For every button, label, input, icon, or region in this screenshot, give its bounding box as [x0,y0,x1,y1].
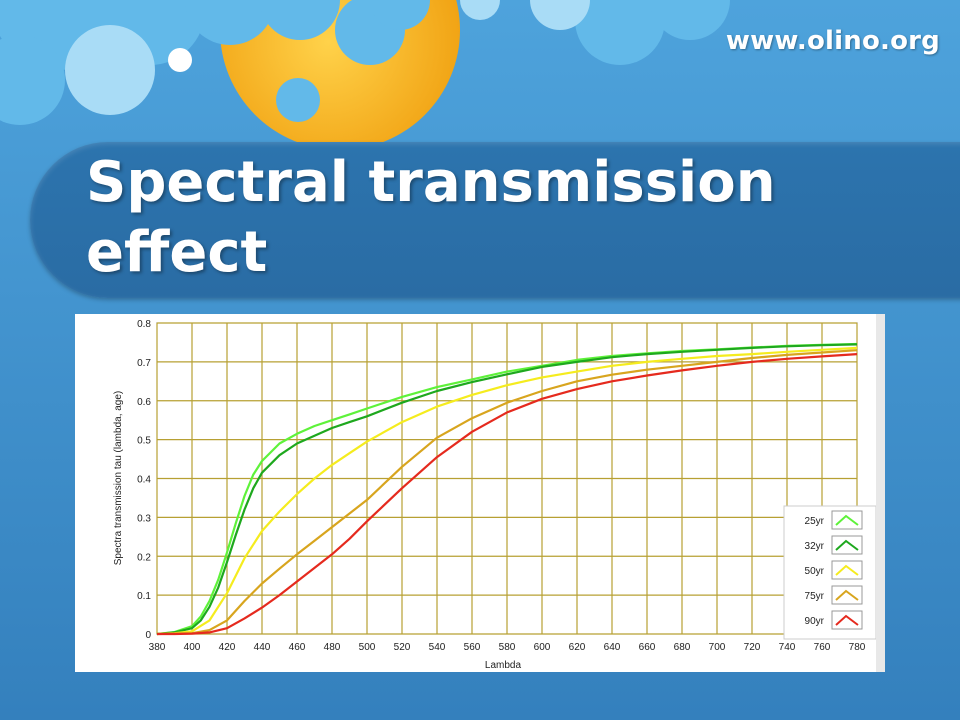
x-tick-label: 740 [779,642,796,653]
cloud-graphic [0,0,730,125]
x-tick-label: 600 [534,642,551,653]
legend-swatch-frame [831,510,863,530]
legend-swatch-frame [831,610,863,630]
legend-swatch [835,614,859,626]
legend-swatch-frame [831,535,863,555]
legend-swatch [835,514,859,526]
y-tick-label: 0.8 [137,319,151,330]
y-tick-label: 0.3 [137,513,151,524]
legend-swatch [835,589,859,601]
transmission-chart: 380 400 420 440 460 480 500 520 540 560 580 600 620 6… [113,314,885,672]
chart-panel: 380 400 420 440 460 480 500 520 540 560 580 600 620 6… [75,314,885,672]
chart-series-lines [156,342,858,636]
y-tick-label: 0.5 [137,436,151,447]
series-line-75yr [156,349,858,636]
y-axis-label: Spectra transmission tau (lambda, age) [113,391,124,566]
x-tick-label: 780 [849,642,866,653]
x-tick-label: 580 [499,642,516,653]
legend-label: 50yr [805,566,825,577]
x-tick-labels: 380 400 420 440 460 480 500 520 540 560 580 600 620 6… [149,642,866,653]
y-tick-label: 0.6 [137,397,151,408]
scrollbar[interactable] [876,314,885,672]
x-tick-label: 640 [604,642,621,653]
x-tick-label: 680 [674,642,691,653]
slide-title: Spectral transmission effect [86,150,776,285]
legend-label: 75yr [805,591,825,602]
series-line-32yr [156,343,858,636]
legend-swatch-frame [831,560,863,580]
x-axis-label: Lambda [485,660,522,671]
x-tick-label: 480 [324,642,341,653]
x-tick-label: 700 [709,642,726,653]
x-tick-label: 440 [254,642,271,653]
x-tick-label: 460 [289,642,306,653]
x-tick-label: 620 [569,642,586,653]
x-tick-label: 720 [744,642,761,653]
legend-label: 90yr [805,616,825,627]
y-tick-label: 0.4 [137,475,151,486]
site-url[interactable]: www.olino.org [725,26,940,56]
legend-swatch [835,564,859,576]
legend-swatch [835,539,859,551]
y-tick-label: 0.1 [137,591,151,602]
legend-label: 32yr [805,541,825,552]
x-tick-label: 520 [394,642,411,653]
chart-grid [156,322,858,635]
x-tick-label: 500 [359,642,376,653]
x-tick-label: 540 [429,642,446,653]
y-tick-label: 0.7 [137,358,151,369]
series-line-50yr [156,346,858,636]
x-tick-label: 660 [639,642,656,653]
x-tick-label: 400 [184,642,201,653]
chart-legend: 25yr 32yr 50yr 75yr 90yr [783,505,877,640]
y-tick-label: 0 [145,630,151,641]
x-tick-label: 560 [464,642,481,653]
x-tick-label: 380 [149,642,166,653]
y-tick-label: 0.2 [137,552,151,563]
legend-label: 25yr [805,516,825,527]
title-band [30,142,960,298]
x-tick-label: 760 [814,642,831,653]
series-line-90yr [157,353,858,636]
x-tick-label: 420 [219,642,236,653]
y-tick-labels: 0 0.1 0.2 0.3 0.4 0.5 0.6 0.7 0.8 [137,319,151,641]
legend-swatch-frame [831,585,863,605]
